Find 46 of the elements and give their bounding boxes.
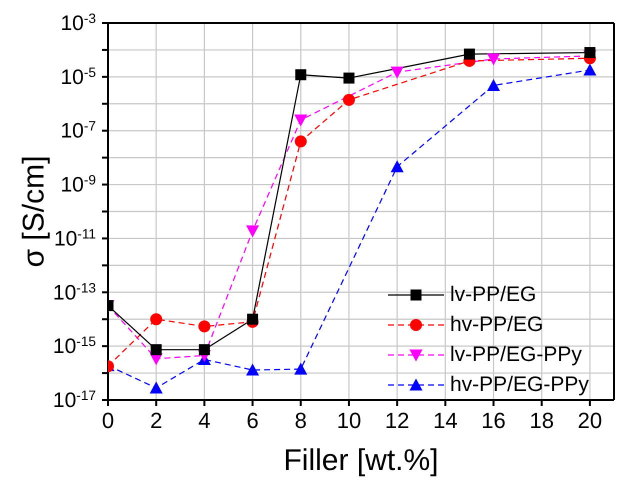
legend-label: lv-PP/EG	[450, 283, 536, 307]
y-tick-label: 10$^{-11}$	[54, 226, 96, 250]
point	[343, 72, 354, 84]
point	[487, 78, 500, 91]
x-tick-label: 16	[481, 408, 506, 433]
x-tick-label: 4	[198, 408, 211, 433]
y-tick-label: 10$^{-15}$	[52, 334, 96, 358]
point	[294, 114, 308, 126]
point	[464, 48, 475, 60]
point	[390, 160, 404, 172]
legend-label: hv-PP/EG	[450, 313, 544, 337]
point	[198, 344, 210, 356]
x-tick-label: 6	[246, 408, 259, 433]
y-axis-title: σ [S/cm]	[18, 156, 50, 268]
y-tick-label: 10$^{-13}$	[52, 280, 96, 304]
x-tick-label: 18	[529, 408, 554, 433]
x-axis-title: Filler [wt.%]	[283, 444, 439, 477]
point	[247, 314, 258, 325]
point	[246, 225, 260, 238]
point	[150, 313, 162, 326]
y-tick-label: 10$^{-7}$	[60, 118, 96, 143]
y-tick-label: 10$^{-5}$	[60, 64, 96, 89]
point	[198, 320, 210, 332]
point	[584, 47, 596, 58]
y-tick-label: 10$^{-17}$	[52, 388, 96, 412]
x-tick-label: 0	[102, 408, 114, 433]
point	[150, 381, 163, 394]
legend-label: lv-PP/EG-PPy	[450, 343, 582, 367]
x-tick-label: 2	[150, 408, 162, 433]
point	[295, 69, 306, 80]
point	[294, 362, 308, 375]
legend-label: hv-PP/EG-PPy	[450, 373, 589, 397]
x-tick-label: 14	[433, 408, 458, 433]
point	[583, 63, 596, 76]
x-tick-label: 12	[384, 408, 410, 433]
point	[342, 94, 355, 106]
y-tick-label: 10$^{-3}$	[60, 10, 96, 35]
point	[246, 364, 260, 376]
point	[390, 66, 404, 79]
point	[294, 135, 307, 148]
y-tick-label: 10$^{-9}$	[60, 172, 96, 197]
point	[150, 344, 162, 356]
point	[487, 54, 500, 66]
x-tick-label: 20	[578, 408, 602, 433]
x-tick-label: 10	[336, 408, 362, 433]
x-tick-label: 8	[294, 408, 307, 433]
